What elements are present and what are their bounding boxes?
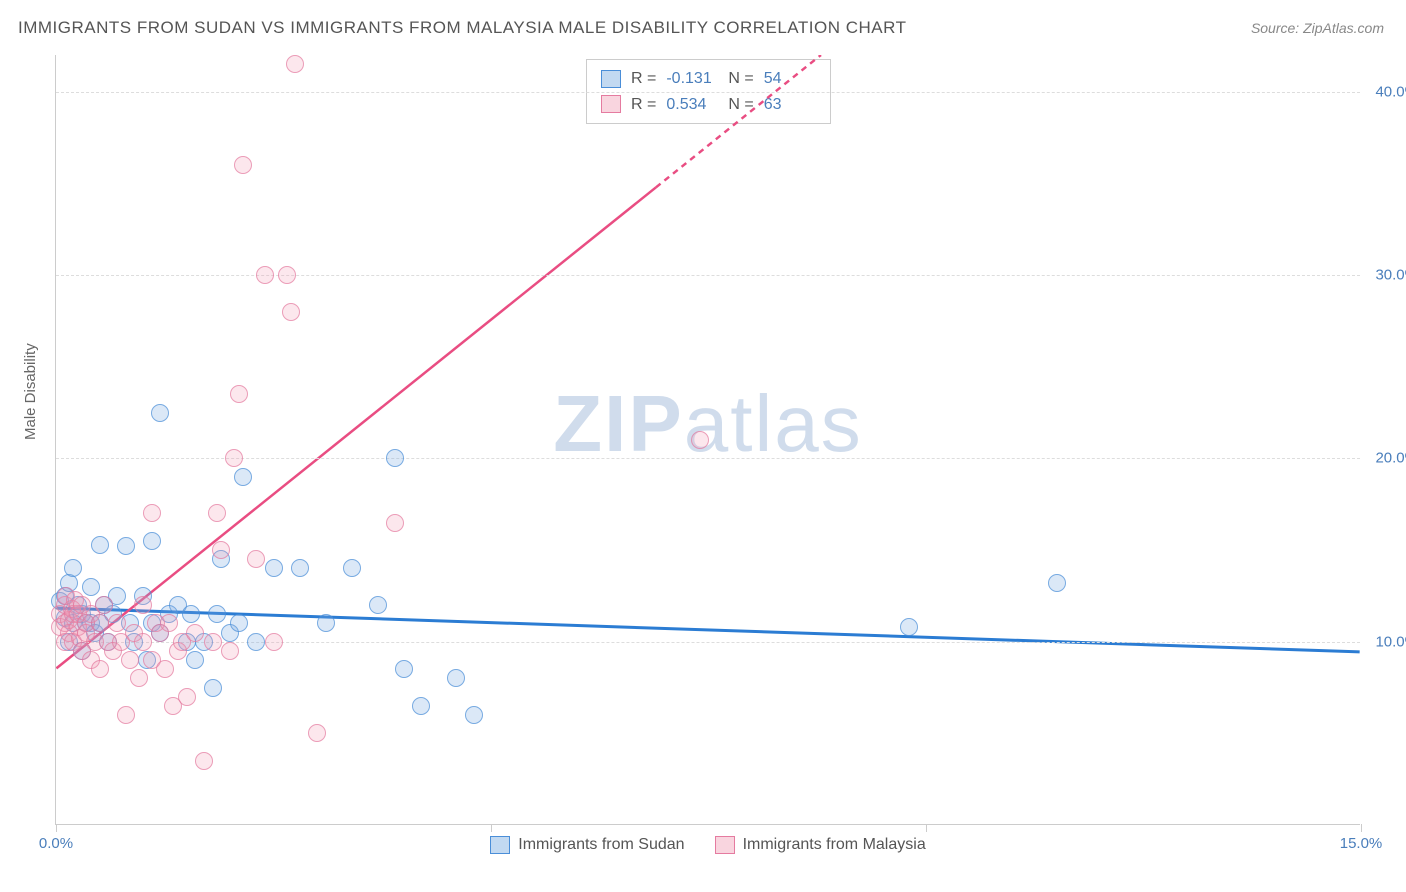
data-point [230,385,248,403]
source-label: Source: [1251,20,1303,36]
data-point [291,559,309,577]
source-name: ZipAtlas.com [1303,20,1384,36]
x-tick [56,824,57,832]
n-value: 63 [764,92,816,118]
gridline [56,458,1360,459]
data-point [134,596,152,614]
n-label: N = [728,66,753,92]
x-tick [491,824,492,832]
series-swatch [601,70,621,88]
data-point [134,633,152,651]
source-attribution: Source: ZipAtlas.com [1251,20,1384,36]
data-point [278,266,296,284]
data-point [64,559,82,577]
data-point [208,504,226,522]
data-point [178,688,196,706]
n-value: 54 [764,66,816,92]
data-point [412,697,430,715]
data-point [186,624,204,642]
watermark-atlas: atlas [684,379,863,468]
legend-item: Immigrants from Sudan [490,836,684,854]
scatter-plot: ZIPatlas R =-0.131N =54R =0.534N =63 Imm… [55,55,1360,825]
data-point [186,651,204,669]
data-point [465,706,483,724]
data-point [900,618,918,636]
watermark: ZIPatlas [553,378,862,470]
data-point [195,752,213,770]
data-point [230,614,248,632]
data-point [234,468,252,486]
data-point [221,642,239,660]
series-swatch [601,95,621,113]
data-point [130,669,148,687]
data-point [447,669,465,687]
data-point [91,660,109,678]
x-tick-label: 15.0% [1340,835,1383,852]
y-tick-label: 20.0% [1368,450,1406,467]
data-point [204,679,222,697]
data-point [691,431,709,449]
gridline [56,275,1360,276]
data-point [208,605,226,623]
legend-label: Immigrants from Sudan [518,836,684,854]
x-tick [1361,824,1362,832]
data-point [282,303,300,321]
data-point [160,614,178,632]
data-point [308,724,326,742]
data-point [369,596,387,614]
data-point [204,633,222,651]
r-value: 0.534 [666,92,718,118]
data-point [317,614,335,632]
legend-label: Immigrants from Malaysia [743,836,926,854]
data-point [82,578,100,596]
data-point [256,266,274,284]
data-point [286,55,304,73]
chart-title: IMMIGRANTS FROM SUDAN VS IMMIGRANTS FROM… [18,18,906,38]
y-tick-label: 10.0% [1368,633,1406,650]
data-point [212,541,230,559]
data-point [143,504,161,522]
data-point [91,614,109,632]
data-point [1048,574,1066,592]
y-tick-label: 40.0% [1368,83,1406,100]
watermark-zip: ZIP [553,379,683,468]
data-point [386,514,404,532]
data-point [95,596,113,614]
stats-row: R = 0.534 N = 63 [601,92,816,118]
gridline [56,92,1360,93]
data-point [265,633,283,651]
data-point [143,532,161,550]
data-point [182,605,200,623]
y-axis-label: Male Disability [22,343,39,440]
data-point [247,550,265,568]
r-label: R = [631,92,656,118]
data-point [395,660,413,678]
data-point [151,404,169,422]
legend: Immigrants from Sudan Immigrants from Mal… [56,836,1360,854]
stats-row: R = -0.131 N = 54 [601,66,816,92]
x-tick-label: 0.0% [39,835,73,852]
data-point [117,537,135,555]
y-tick-label: 30.0% [1368,267,1406,284]
legend-item: Immigrants from Malaysia [715,836,926,854]
data-point [117,706,135,724]
data-point [247,633,265,651]
r-label: R = [631,66,656,92]
data-point [265,559,283,577]
r-value: -0.131 [666,66,718,92]
legend-swatch [715,836,735,854]
data-point [91,536,109,554]
data-point [156,660,174,678]
data-point [108,614,126,632]
data-point [121,651,139,669]
data-point [343,559,361,577]
legend-swatch [490,836,510,854]
data-point [386,449,404,467]
n-label: N = [728,92,753,118]
data-point [225,449,243,467]
x-tick [926,824,927,832]
data-point [234,156,252,174]
